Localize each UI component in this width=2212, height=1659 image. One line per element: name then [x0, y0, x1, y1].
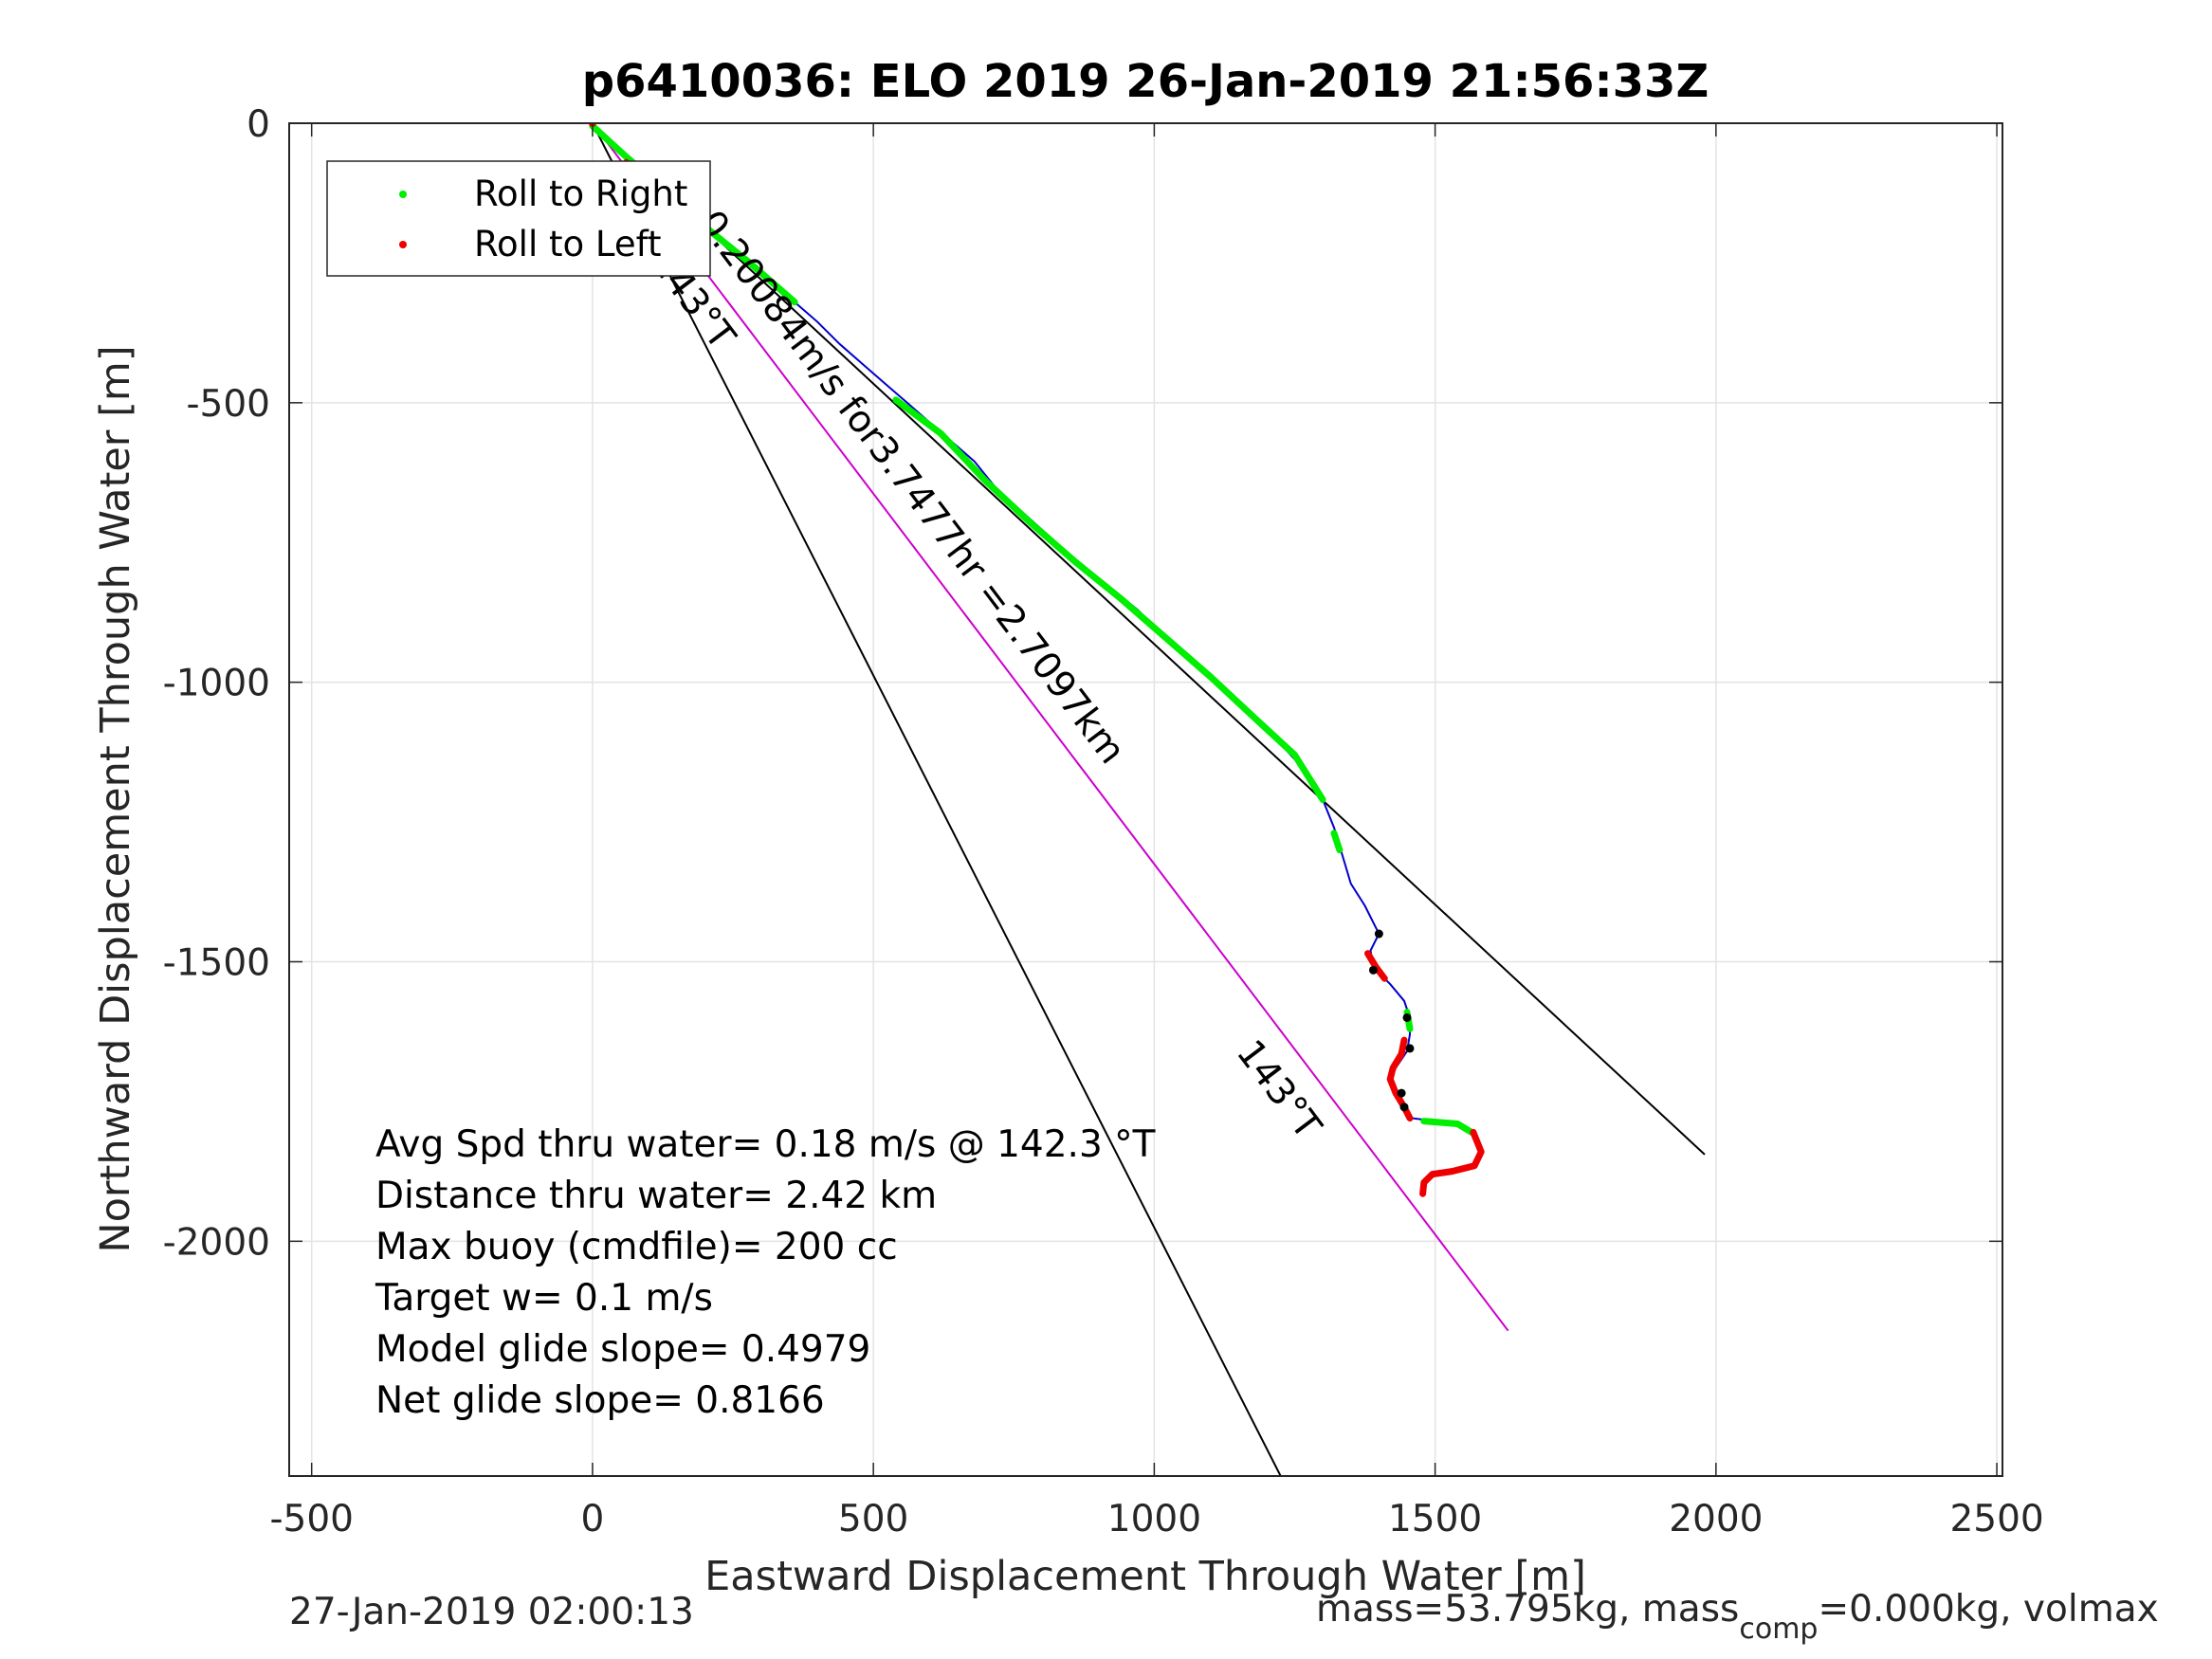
roll-left-segment: [1419, 1128, 1485, 1197]
footer-mass: mass=53.795kg, masscomp=0.000kg, volmax: [1316, 1588, 2159, 1646]
dive-marker: [1397, 1088, 1406, 1098]
line-avg-heading: [592, 123, 1706, 1156]
legend-box: [326, 160, 711, 277]
footer-mass-text: mass=53.795kg, mass: [1316, 1588, 1739, 1631]
legend-label-roll-left: Roll to Left: [474, 224, 662, 264]
plot-area: [289, 123, 2002, 1476]
x-tick-label: 2000: [1669, 1498, 1763, 1540]
stat-target-w: Target w= 0.1 m/s: [375, 1277, 713, 1320]
legend-marker-roll-right: [399, 191, 407, 198]
x-tick-label: 0: [581, 1498, 605, 1540]
x-tick-label: 1500: [1388, 1498, 1482, 1540]
stats-block: Avg Spd thru water= 0.18 m/s @ 142.3 °T …: [375, 1123, 1156, 1422]
legend-marker-roll-left: [399, 241, 407, 248]
line-current-143T-a: [592, 123, 1282, 1476]
stat-max-buoy: Max buoy (cmdfile)= 200 cc: [375, 1226, 898, 1268]
stat-distance: Distance thru water= 2.42 km: [375, 1175, 937, 1217]
y-tick-label: -500: [186, 383, 270, 426]
dive-marker: [1368, 965, 1378, 975]
axes-box: [288, 122, 2003, 1477]
roll-right-segment: [1420, 1118, 1475, 1136]
x-tick-label: 1000: [1107, 1498, 1201, 1540]
y-tick-label: 0: [247, 103, 270, 146]
x-tick-label: 500: [838, 1498, 908, 1540]
x-tick-label: 2500: [1949, 1498, 2043, 1540]
stat-net-glide: Net glide slope= 0.8166: [375, 1379, 825, 1422]
footer-timestamp: 27-Jan-2019 02:00:13: [289, 1591, 694, 1633]
footer-mass-sub: comp: [1739, 1613, 1818, 1646]
x-tick-label: -500: [269, 1498, 354, 1540]
stat-model-glide: Model glide slope= 0.4979: [375, 1328, 870, 1371]
x-axis-label: Eastward Displacement Through Water [m]: [704, 1553, 1586, 1600]
y-tick-label: -1500: [163, 942, 270, 985]
dive-marker: [1399, 1103, 1409, 1112]
legend: Roll to Right Roll to Left: [326, 160, 711, 277]
roll-right-segment: [1330, 830, 1344, 854]
dive-marker: [1405, 1044, 1415, 1053]
dive-marker: [1402, 1012, 1412, 1022]
ticks: -500 0 500 1000 1500 2000 2500 0 -500 -1000 -1500 -…: [163, 103, 2044, 1540]
y-axis-label: Northward Displacement Through Water [m]: [92, 345, 139, 1252]
dive-marker: [1374, 929, 1383, 939]
line-current-vector: [592, 123, 1509, 1332]
stat-avg-speed: Avg Spd thru water= 0.18 m/s @ 142.3 °T: [375, 1123, 1156, 1166]
y-tick-label: -1000: [163, 663, 270, 705]
legend-label-roll-right: Roll to Right: [474, 173, 687, 214]
y-tick-label: -2000: [163, 1221, 270, 1264]
roll-right-segment: [892, 396, 1326, 803]
chart-title: p6410036: ELO 2019 26-Jan-2019 21:56:33Z: [582, 55, 1709, 108]
footer-mass-rest: =0.000kg, volmax: [1818, 1588, 2158, 1631]
